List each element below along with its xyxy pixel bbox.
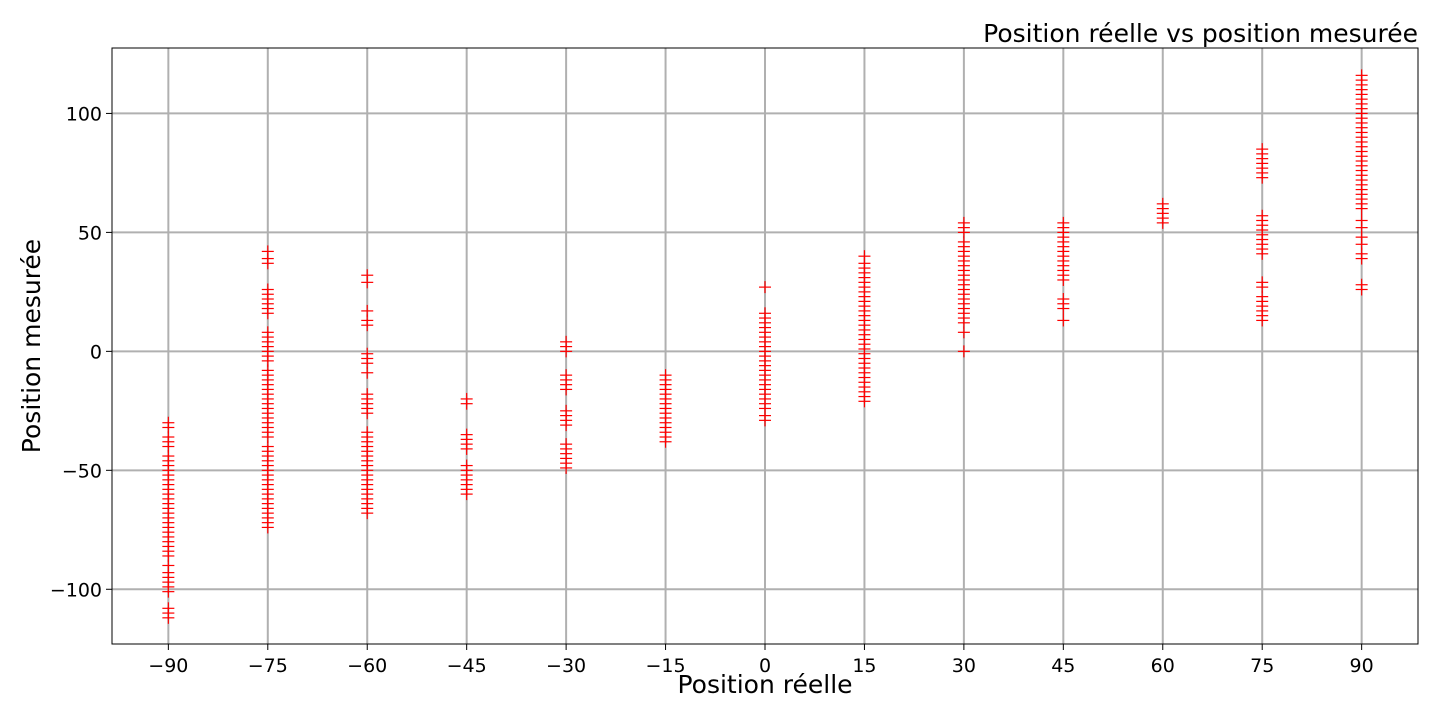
chart-title: Position réelle vs position mesurée xyxy=(983,19,1418,48)
data-point-marker xyxy=(560,438,573,451)
data-point-marker xyxy=(1156,197,1169,210)
data-point-marker xyxy=(361,269,374,282)
y-tick-label: 100 xyxy=(66,103,102,125)
x-tick-label: −30 xyxy=(546,655,586,677)
data-point-marker xyxy=(361,388,374,401)
x-axis-title: Position réelle xyxy=(677,670,852,699)
x-tick-label: 90 xyxy=(1350,655,1374,677)
x-tick-label: 75 xyxy=(1250,655,1274,677)
x-tick-label: 30 xyxy=(952,655,976,677)
y-tick-label: −100 xyxy=(50,579,102,601)
data-point-marker xyxy=(361,304,374,317)
y-tick-label: 0 xyxy=(90,341,102,363)
data-point-marker xyxy=(162,602,175,615)
data-point-marker xyxy=(361,347,374,360)
data-point-marker xyxy=(1057,314,1070,327)
x-tick-label: 15 xyxy=(852,655,876,677)
data-point-marker xyxy=(858,250,871,263)
x-tick-label: 0 xyxy=(759,655,771,677)
x-tick-label: −60 xyxy=(347,655,387,677)
data-point-marker xyxy=(460,428,473,441)
data-point-marker xyxy=(560,404,573,417)
data-point-marker xyxy=(1355,278,1368,291)
data-point-marker xyxy=(957,345,970,358)
data-point-marker xyxy=(759,281,771,294)
x-tick-label: −75 xyxy=(248,655,288,677)
x-tick-label: −45 xyxy=(447,655,487,677)
data-markers xyxy=(162,69,1368,624)
x-tick-label: 45 xyxy=(1051,655,1075,677)
data-point-marker xyxy=(1256,209,1269,222)
data-point-marker xyxy=(261,326,274,339)
data-point-marker xyxy=(659,369,672,382)
data-point-marker xyxy=(361,426,374,439)
data-point-marker xyxy=(1256,276,1269,289)
data-point-marker xyxy=(1355,69,1368,82)
data-point-marker xyxy=(1355,214,1368,227)
y-tick-label: −50 xyxy=(62,460,102,482)
x-tick-label: −90 xyxy=(148,655,188,677)
data-point-marker xyxy=(261,245,274,258)
y-axis-title: Position mesurée xyxy=(17,239,46,453)
x-tick-label: −15 xyxy=(646,655,686,677)
data-point-marker xyxy=(957,216,970,229)
x-axis-ticks: −90 −75 −60 −45 −30 −15 0 15 30 45 60 75 90 xyxy=(148,644,1374,677)
x-tick-label: 60 xyxy=(1151,655,1175,677)
data-point-marker xyxy=(1057,293,1070,306)
data-point-marker xyxy=(460,392,473,405)
data-point-marker xyxy=(1256,143,1269,156)
data-point-marker xyxy=(1057,216,1070,229)
data-point-marker xyxy=(759,307,771,320)
data-point-marker xyxy=(460,459,473,472)
data-point-marker xyxy=(261,283,274,296)
data-point-marker xyxy=(560,335,573,348)
y-axis-ticks: −100 −50 0 50 100 xyxy=(50,103,112,601)
y-tick-label: 50 xyxy=(78,222,102,244)
data-point-marker xyxy=(162,416,175,429)
data-point-marker xyxy=(560,369,573,382)
